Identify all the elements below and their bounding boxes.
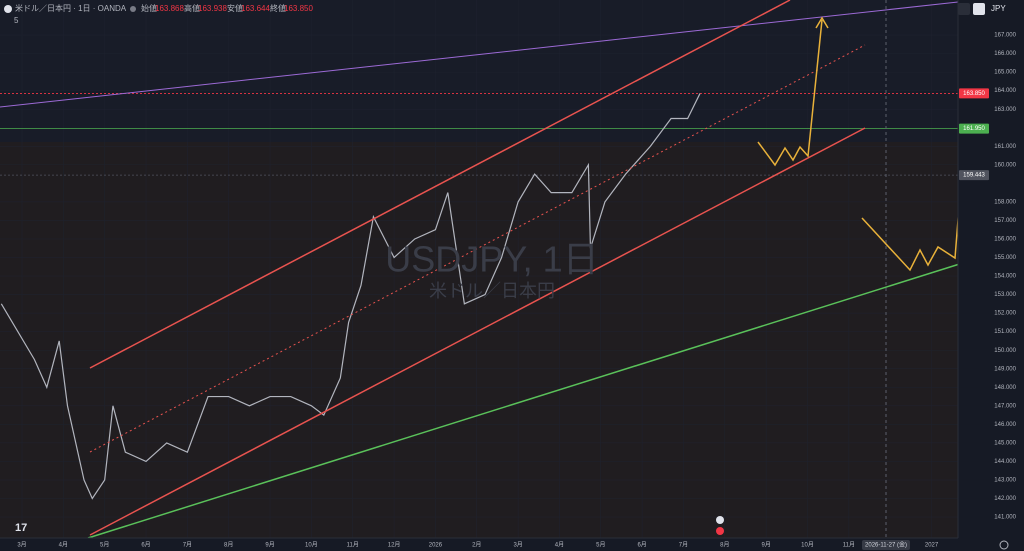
y-tick-label: 166.000 [994, 51, 1016, 57]
x-tick-label: 4月 [555, 542, 564, 549]
watermark-subtitle: 米ドル／日本円 [429, 281, 555, 301]
status-dot [130, 6, 136, 12]
x-tick-label: 11月 [347, 542, 359, 549]
settings-button[interactable] [999, 540, 1009, 550]
y-tick-label: 144.000 [994, 459, 1016, 465]
high: 163.938 [198, 4, 227, 13]
watermark-title: USDJPY, 1日 [385, 239, 598, 280]
symbol[interactable]: 米ドル／日本円 · 1日 · OANDA [15, 3, 127, 13]
low: 163.644 [241, 4, 270, 13]
open: 163.868 [155, 4, 184, 13]
x-tick-label: 3月 [17, 542, 26, 549]
close: 163.850 [284, 4, 313, 13]
y-tick-label: 145.000 [994, 440, 1016, 446]
y-tick-label: 146.000 [994, 422, 1016, 428]
currency[interactable]: JPY [991, 4, 1006, 13]
level-tag [959, 123, 989, 134]
channel-upper [89, 0, 791, 369]
open-label: 始値 [141, 3, 157, 13]
x-tick-label: 8月 [720, 542, 729, 549]
level-label: 159.443 [963, 173, 985, 179]
level-tag [959, 170, 989, 181]
y-tick-label: 156.000 [994, 237, 1016, 243]
y-tick-label: 155.000 [994, 255, 1016, 261]
x-tick-label: 2027 [925, 543, 939, 549]
y-tick-label: 154.000 [994, 274, 1016, 280]
event-icon[interactable] [716, 527, 724, 535]
x-tick-label: 11月 [843, 542, 855, 549]
crosshair-tag [862, 540, 910, 550]
x-tick-label: 7月 [679, 542, 688, 549]
y-tick-label: 164.000 [994, 88, 1016, 94]
crosshair-label: 2026-11-27 (金) [865, 541, 907, 549]
trend-line [0, 1, 959, 108]
x-tick-label: 10月 [305, 542, 318, 549]
close-label: 終値 [270, 3, 286, 13]
x-tick-label: 4月 [59, 542, 68, 549]
channel-middle [89, 44, 866, 453]
level-tag [959, 88, 989, 99]
y-tick-label: 148.000 [994, 385, 1016, 391]
channel-lower [89, 127, 866, 536]
x-tick-label: 8月 [224, 542, 233, 549]
price-line [0, 93, 701, 500]
low-label: 安値 [227, 3, 243, 13]
indicator-count[interactable]: 5 [14, 16, 19, 25]
y-tick-label: 141.000 [994, 515, 1016, 521]
x-tick-label: 9月 [761, 542, 770, 549]
y-tick-label: 151.000 [994, 329, 1016, 335]
x-tick-label: 10月 [801, 542, 814, 549]
zone-bg [0, 142, 958, 538]
x-tick-label: 3月 [513, 542, 522, 549]
x-tick-label: 2026 [429, 543, 443, 549]
x-tick-label: 6月 [637, 542, 646, 549]
y-tick-label: 165.000 [994, 70, 1016, 76]
y-tick-label: 161.000 [994, 144, 1016, 150]
y-tick-label: 158.000 [994, 199, 1016, 205]
x-tick-label: 6月 [141, 542, 150, 549]
y-tick-label: 167.000 [994, 33, 1016, 39]
symbol-icon [4, 5, 12, 13]
path-arrow [861, 4, 976, 272]
y-tick-label: 147.000 [994, 403, 1016, 409]
y-tick-label: 153.000 [994, 292, 1016, 298]
x-tick-label: 7月 [183, 542, 192, 549]
y-tick-label: 150.000 [994, 348, 1016, 354]
y-tick-label: 163.000 [994, 107, 1016, 113]
y-tick-label: 143.000 [994, 478, 1016, 484]
x-tick-label: 12月 [388, 542, 401, 549]
scale-button[interactable] [973, 3, 985, 15]
arrow-head [815, 16, 829, 29]
logo[interactable]: 17 [15, 522, 27, 534]
x-tick-label: 5月 [596, 542, 605, 549]
level-label: 163.850 [963, 91, 985, 97]
y-tick-label: 142.000 [994, 496, 1016, 502]
high-label: 高値 [184, 3, 200, 13]
y-tick-label: 160.000 [994, 162, 1016, 168]
event-icon[interactable] [716, 516, 724, 524]
x-tick-label: 5月 [100, 542, 109, 549]
y-tick-label: 157.000 [994, 218, 1016, 224]
level-label: 161.950 [963, 126, 985, 132]
path-arrow [757, 19, 823, 167]
time-axis [0, 538, 1024, 551]
support-line [87, 255, 986, 539]
y-tick-label: 152.000 [994, 311, 1016, 317]
x-tick-label: 9月 [265, 542, 274, 549]
lock-button[interactable] [958, 3, 970, 15]
x-tick-label: 2月 [472, 542, 481, 549]
y-tick-label: 149.000 [994, 366, 1016, 372]
